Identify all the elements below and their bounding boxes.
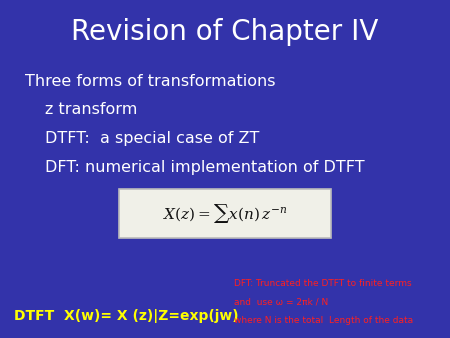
Text: where N is the total  Length of the data: where N is the total Length of the data <box>234 316 413 325</box>
Text: Revision of Chapter IV: Revision of Chapter IV <box>71 18 379 46</box>
Text: $X(z) = \sum x(n)\, z^{-n}$: $X(z) = \sum x(n)\, z^{-n}$ <box>163 202 287 225</box>
Text: DTFT:  a special case of ZT: DTFT: a special case of ZT <box>45 131 259 146</box>
Text: DFT: Truncated the DTFT to finite terms: DFT: Truncated the DTFT to finite terms <box>234 279 412 288</box>
FancyBboxPatch shape <box>119 189 331 238</box>
Text: DTFT  X(w)= X (z)|Z=exp(jw): DTFT X(w)= X (z)|Z=exp(jw) <box>14 309 238 323</box>
Text: and  use ω = 2πk / N: and use ω = 2πk / N <box>234 297 328 307</box>
Text: Three forms of transformations: Three forms of transformations <box>25 74 275 89</box>
Text: DFT: numerical implementation of DTFT: DFT: numerical implementation of DTFT <box>45 160 365 175</box>
Text: z transform: z transform <box>45 102 137 117</box>
